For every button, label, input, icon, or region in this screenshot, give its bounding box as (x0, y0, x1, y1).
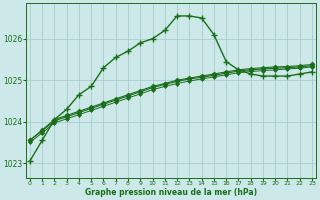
X-axis label: Graphe pression niveau de la mer (hPa): Graphe pression niveau de la mer (hPa) (85, 188, 257, 197)
